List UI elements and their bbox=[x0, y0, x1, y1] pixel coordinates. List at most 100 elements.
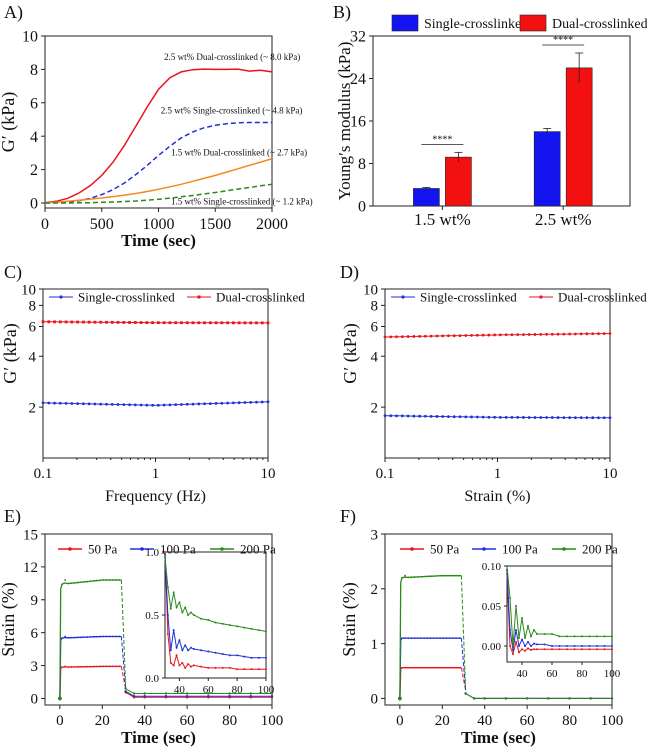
significance-label: **** bbox=[432, 134, 452, 145]
x-tick-label: 1500 bbox=[199, 216, 231, 233]
data-marker bbox=[111, 579, 114, 581]
data-marker bbox=[418, 334, 422, 338]
data-marker bbox=[423, 637, 426, 640]
data-marker bbox=[64, 401, 68, 405]
data-marker bbox=[441, 415, 445, 418]
data-marker bbox=[525, 697, 529, 700]
y-tick-label: 15 bbox=[23, 527, 38, 543]
inset-marker bbox=[573, 648, 576, 651]
data-marker bbox=[180, 403, 183, 406]
data-marker bbox=[87, 402, 91, 406]
inset-marker bbox=[181, 611, 184, 614]
inset-series-line bbox=[164, 556, 267, 632]
legend-swatch bbox=[391, 14, 419, 32]
data-marker bbox=[458, 334, 462, 337]
inset-marker bbox=[551, 645, 553, 647]
series-line bbox=[44, 157, 273, 204]
data-marker bbox=[185, 321, 189, 325]
x-tick-label: 40 bbox=[477, 713, 492, 729]
data-marker bbox=[597, 332, 600, 336]
data-marker bbox=[458, 574, 461, 577]
data-marker bbox=[568, 332, 572, 336]
data-marker bbox=[455, 574, 457, 577]
data-marker bbox=[410, 637, 413, 640]
legend-marker bbox=[482, 547, 486, 551]
y-tick-label: 2 bbox=[371, 400, 379, 416]
inset-marker bbox=[551, 648, 553, 651]
inset-marker bbox=[566, 645, 568, 647]
x-axis-label: Time (sec) bbox=[121, 728, 196, 747]
data-marker bbox=[180, 321, 183, 325]
inset-marker bbox=[166, 614, 169, 616]
data-marker bbox=[145, 403, 149, 407]
series-annotation: 2.5 wt% Single-crosslinked (~ 4.8 kPa) bbox=[161, 106, 303, 116]
data-marker bbox=[452, 415, 456, 419]
data-marker bbox=[439, 637, 442, 640]
data-marker bbox=[96, 635, 98, 638]
data-marker bbox=[228, 692, 231, 695]
data-marker bbox=[64, 665, 67, 668]
inset-marker bbox=[214, 651, 217, 654]
data-marker bbox=[413, 637, 416, 640]
data-marker bbox=[102, 665, 105, 668]
x-tick-label: 100 bbox=[258, 684, 275, 696]
data-marker bbox=[92, 580, 95, 582]
inset-marker bbox=[192, 664, 195, 667]
data-marker bbox=[522, 416, 525, 419]
inset-marker bbox=[533, 648, 535, 651]
x-tick-label: 0 bbox=[56, 713, 64, 729]
data-marker bbox=[447, 415, 450, 419]
data-marker bbox=[464, 692, 467, 695]
legend-label: Dual-crosslinked bbox=[216, 290, 305, 305]
inset: 40 60 80 100 0.0 0.5 1.0 bbox=[145, 547, 275, 696]
inset-marker bbox=[236, 625, 239, 628]
inset-marker bbox=[573, 645, 576, 647]
inset-marker bbox=[184, 666, 187, 669]
data-marker bbox=[395, 335, 398, 339]
data-marker bbox=[545, 416, 548, 419]
data-marker bbox=[539, 416, 543, 419]
data-marker bbox=[556, 332, 560, 336]
data-marker bbox=[99, 579, 102, 582]
data-marker bbox=[87, 320, 91, 324]
data-marker bbox=[420, 637, 422, 640]
inset-marker bbox=[243, 655, 246, 658]
inset-marker bbox=[536, 633, 538, 635]
x-axis-label: Time (sec) bbox=[121, 231, 196, 250]
data-marker bbox=[102, 635, 105, 638]
inset-marker bbox=[178, 639, 181, 642]
data-marker bbox=[550, 332, 554, 336]
inset-marker bbox=[515, 629, 517, 631]
y-tick-label: 10 bbox=[363, 282, 378, 298]
inset-marker bbox=[530, 649, 532, 651]
panel-e: 0 20 40 60 80 100 0 3 6 9 12 15 Time (sec) Strain (%)… bbox=[0, 527, 283, 747]
data-marker bbox=[41, 401, 45, 405]
series-line bbox=[44, 121, 272, 204]
y-tick-label: 0.10 bbox=[482, 561, 502, 573]
plot-frame bbox=[164, 551, 267, 679]
data-marker bbox=[472, 697, 476, 700]
x-tick-label: 40 bbox=[137, 713, 152, 729]
data-marker bbox=[602, 332, 606, 336]
inset-marker bbox=[543, 648, 546, 651]
y-tick-label: 0 bbox=[358, 199, 366, 216]
data-marker bbox=[162, 321, 166, 325]
data-marker bbox=[255, 400, 258, 404]
data-marker bbox=[451, 666, 454, 669]
data-marker bbox=[156, 321, 160, 325]
inset-marker bbox=[530, 635, 532, 638]
data-marker bbox=[86, 580, 89, 583]
data-marker bbox=[41, 320, 45, 324]
legend-label: 200 Pa bbox=[240, 542, 276, 557]
y-tick-label: 1.0 bbox=[145, 547, 159, 559]
data-marker bbox=[86, 636, 89, 638]
data-marker bbox=[105, 320, 108, 324]
data-marker bbox=[132, 692, 136, 695]
y-tick-label: 0.05 bbox=[482, 601, 502, 613]
data-marker bbox=[70, 320, 74, 324]
data-marker bbox=[458, 666, 461, 669]
inset-marker bbox=[518, 645, 520, 647]
inset-marker bbox=[192, 648, 195, 651]
data-marker bbox=[585, 416, 589, 420]
